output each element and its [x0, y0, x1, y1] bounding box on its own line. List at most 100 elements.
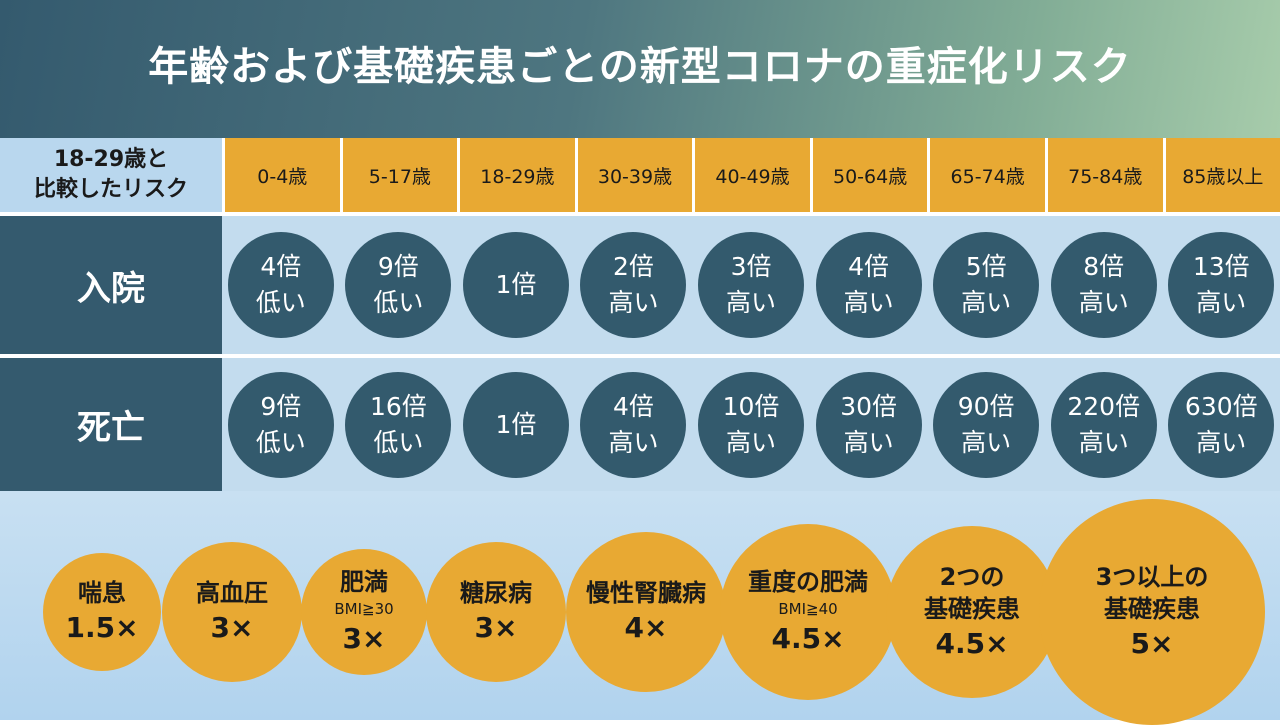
condition-name: 基礎疾患	[1104, 593, 1200, 625]
risk-amount: 220倍	[1067, 389, 1140, 425]
risk-cell: 4倍高い	[575, 358, 693, 491]
age-group-cell: 18-29歳	[457, 138, 575, 212]
risk-direction: 高い	[1079, 425, 1129, 461]
risk-direction: 高い	[844, 425, 894, 461]
risk-cell: 4倍低い	[222, 216, 340, 354]
risk-direction: 低い	[373, 285, 423, 321]
risk-circle: 4倍高い	[580, 372, 686, 478]
condition-name: 糖尿病	[460, 577, 532, 609]
risk-circle: 1倍	[463, 372, 569, 478]
row-label-death: 死亡	[0, 358, 222, 491]
risk-circle: 9倍低い	[228, 372, 334, 478]
risk-amount: 1倍	[495, 267, 536, 303]
risk-circle: 8倍高い	[1051, 232, 1157, 338]
page-title: 年齢および基礎疾患ごとの新型コロナの重症化リスク	[0, 34, 1280, 92]
risk-circle: 9倍低い	[345, 232, 451, 338]
age-group-cell: 85歳以上	[1163, 138, 1280, 212]
condition-multiplier: 3×	[211, 609, 254, 647]
age-group-header: 0-4歳 5-17歳 18-29歳 30-39歳 40-49歳 50-64歳 6…	[222, 138, 1280, 212]
risk-direction: 高い	[1196, 425, 1246, 461]
condition-multiplier: 4×	[625, 609, 668, 647]
risk-circle: 13倍高い	[1168, 232, 1274, 338]
risk-circle: 220倍高い	[1051, 372, 1157, 478]
risk-cell: 2倍高い	[575, 216, 693, 354]
condition-name: 3つ以上の	[1096, 561, 1209, 593]
risk-cell: 30倍高い	[810, 358, 928, 491]
risk-cell: 630倍高い	[1163, 358, 1280, 491]
risk-direction: 高い	[608, 285, 658, 321]
risk-cell: 8倍高い	[1045, 216, 1163, 354]
risk-circle: 16倍低い	[345, 372, 451, 478]
risk-amount: 30倍	[840, 389, 897, 425]
condition-name: 慢性腎臓病	[586, 577, 706, 609]
risk-amount: 16倍	[370, 389, 427, 425]
risk-circle: 30倍高い	[816, 372, 922, 478]
risk-cell: 1倍	[457, 216, 575, 354]
condition-name: 基礎疾患	[924, 593, 1020, 625]
condition-name: 高血圧	[196, 577, 268, 609]
age-group-cell: 0-4歳	[222, 138, 340, 212]
age-group-cell: 5-17歳	[340, 138, 458, 212]
condition-name: 肥満	[340, 566, 388, 598]
risk-cell: 9倍低い	[222, 358, 340, 491]
condition-multiplier: 4.5×	[771, 620, 844, 658]
risk-amount: 4倍	[260, 249, 301, 285]
comparison-label: 18-29歳と 比較したリスク	[0, 138, 222, 212]
condition-multiplier: 1.5×	[65, 609, 138, 647]
age-group-cell: 30-39歳	[575, 138, 693, 212]
risk-circle: 1倍	[463, 232, 569, 338]
risk-direction: 高い	[726, 285, 776, 321]
risk-circle: 5倍高い	[933, 232, 1039, 338]
risk-direction: 高い	[961, 285, 1011, 321]
age-group-cell: 65-74歳	[927, 138, 1045, 212]
condition-multiplier: 4.5×	[935, 625, 1008, 663]
risk-amount: 9倍	[378, 249, 419, 285]
risk-circle: 630倍高い	[1168, 372, 1274, 478]
risk-amount: 3倍	[731, 249, 772, 285]
risk-direction: 高い	[726, 425, 776, 461]
risk-amount: 10倍	[723, 389, 780, 425]
risk-direction: 高い	[844, 285, 894, 321]
condition-name: 喘息	[78, 577, 126, 609]
risk-cell: 4倍高い	[810, 216, 928, 354]
risk-direction: 低い	[256, 285, 306, 321]
comparison-label-line-2: 比較したリスク	[34, 175, 188, 205]
risk-circle: 2倍高い	[580, 232, 686, 338]
risk-direction: 低い	[256, 425, 306, 461]
risk-direction: 低い	[373, 425, 423, 461]
condition-name: 重度の肥満	[748, 566, 868, 598]
comparison-label-line-1: 18-29歳と	[54, 145, 168, 175]
risk-amount: 90倍	[958, 389, 1015, 425]
risk-cell: 16倍低い	[340, 358, 458, 491]
age-group-cell: 40-49歳	[692, 138, 810, 212]
risk-amount: 4倍	[613, 389, 654, 425]
risk-direction: 高い	[608, 425, 658, 461]
risk-amount: 9倍	[260, 389, 301, 425]
row-label-hospitalization: 入院	[0, 216, 222, 354]
age-group-cell: 50-64歳	[810, 138, 928, 212]
risk-cell: 10倍高い	[692, 358, 810, 491]
condition-bmi-note: BMI≧40	[778, 598, 837, 620]
condition-name: 2つの	[940, 561, 1005, 593]
risk-amount: 5倍	[966, 249, 1007, 285]
risk-amount: 2倍	[613, 249, 654, 285]
risk-direction: 高い	[1196, 285, 1246, 321]
condition-multiplier: 5×	[1131, 625, 1174, 663]
risk-cell: 13倍高い	[1163, 216, 1280, 354]
header-banner: 年齢および基礎疾患ごとの新型コロナの重症化リスク	[0, 0, 1280, 138]
risk-cell: 3倍高い	[692, 216, 810, 354]
risk-amount: 4倍	[848, 249, 889, 285]
condition-multiplier: 3×	[343, 620, 386, 658]
risk-cell: 5倍高い	[927, 216, 1045, 354]
condition-bmi-note: BMI≧30	[334, 598, 393, 620]
risk-circle: 4倍高い	[816, 232, 922, 338]
